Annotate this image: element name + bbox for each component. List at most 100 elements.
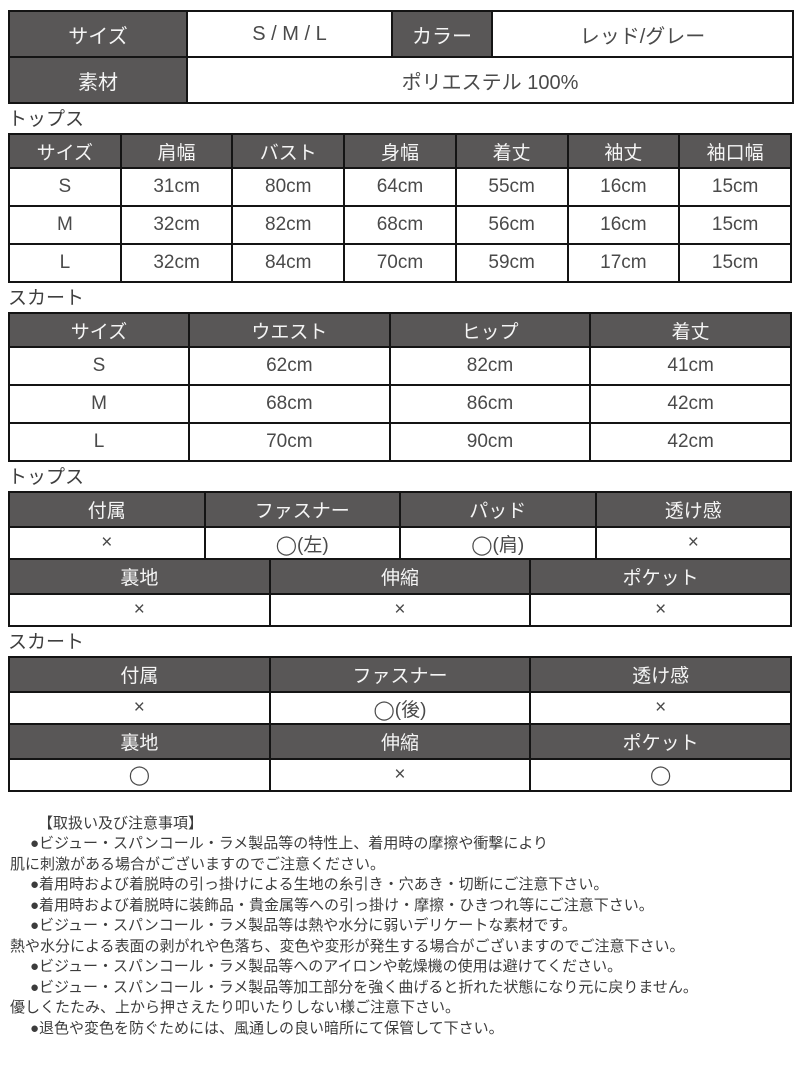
spec-value-row: ◯ × ◯	[8, 758, 792, 792]
care-note-line: ●ビジュー・スパンコール・ラメ製品等加工部分を強く曲げると折れた状態になり元に戻…	[30, 978, 698, 996]
measurement-cell: 84cm	[231, 243, 346, 283]
spec-header-row: 裏地 伸縮 ポケット	[8, 558, 792, 595]
column-header: 着丈	[589, 312, 792, 348]
spec-header: ファスナー	[203, 491, 401, 528]
spec-header-row: 裏地 伸縮 ポケット	[8, 723, 792, 760]
spec-header: 裏地	[8, 723, 271, 760]
size-cell: M	[8, 205, 122, 245]
info-color-label: カラー	[391, 10, 493, 58]
spec-value: ×	[8, 593, 271, 627]
measurement-cell: 82cm	[231, 205, 346, 245]
info-size-label: サイズ	[8, 10, 188, 58]
care-note-line: 優しくたたみ、上から押さえたり叩いたりしない様ご注意下さい。	[10, 999, 461, 1016]
spec-header: 透け感	[594, 491, 792, 528]
column-header: 身幅	[343, 133, 457, 169]
spec-detail-table: 裏地 伸縮 ポケット × × ×	[8, 558, 792, 627]
spec-header: 伸縮	[268, 558, 532, 595]
care-note-line: ●着用時および着脱時に装飾品・貴金属等への引っ掛け・摩擦・ひきつれ等にご注意下さ…	[30, 896, 654, 914]
info-color-value: レッド/グレー	[491, 10, 794, 58]
measurement-cell: 16cm	[566, 205, 681, 245]
measurement-cell: 41cm	[589, 346, 792, 386]
spec-value-row: × ◯(左) ◯(肩) ×	[8, 526, 792, 560]
spec-value: ×	[268, 593, 532, 627]
tops-details-section-label: トップス	[8, 467, 85, 488]
size-table-header-row: サイズ 肩幅 バスト 身幅 着丈 袖丈 袖口幅	[8, 133, 792, 169]
size-row: S 62cm 82cm 41cm	[8, 346, 792, 386]
skirt-size-section-label: スカート	[8, 288, 85, 309]
measurement-cell: 15cm	[678, 167, 792, 207]
measurement-cell: 80cm	[231, 167, 346, 207]
spec-header: ポケット	[529, 723, 792, 760]
measurement-cell: 42cm	[589, 422, 792, 462]
size-table-header-row: サイズ ウエスト ヒップ 着丈	[8, 312, 792, 348]
spec-header: 透け感	[529, 656, 792, 693]
spec-header: ポケット	[529, 558, 792, 595]
size-row: L 70cm 90cm 42cm	[8, 422, 792, 462]
tops-details-tables: 付属 ファスナー パッド 透け感 × ◯(左) ◯(肩) × 裏地 伸縮 ポケット × × ×	[8, 491, 792, 627]
spec-value: ◯(後)	[268, 691, 532, 725]
measurement-cell: 90cm	[388, 422, 592, 462]
column-header: サイズ	[8, 133, 122, 169]
measurement-cell: 15cm	[678, 205, 792, 245]
spec-detail-table: 付属 ファスナー 透け感 × ◯(後) ×	[8, 656, 792, 725]
column-header: 着丈	[454, 133, 569, 169]
tops-size-section-label: トップス	[8, 109, 85, 130]
spec-value: ×	[268, 758, 532, 792]
size-row: L 32cm 84cm 70cm 59cm 17cm 15cm	[8, 243, 792, 283]
spec-header: 付属	[8, 491, 206, 528]
skirt-details-section-label: スカート	[8, 632, 85, 653]
spec-value: ◯	[529, 758, 792, 792]
column-header: ウエスト	[188, 312, 391, 348]
care-note-line: 熱や水分による表面の剥がれや色落ち、変色や変形が発生する場合がございますのでご注…	[10, 937, 685, 955]
spec-value-row: × ◯(後) ×	[8, 691, 792, 725]
measurement-cell: 70cm	[343, 243, 457, 283]
spec-value: ◯(肩)	[399, 526, 597, 560]
measurement-cell: 86cm	[388, 384, 592, 424]
spec-header-row: 付属 ファスナー 透け感	[8, 656, 792, 693]
size-cell: L	[8, 422, 190, 462]
spec-value: ◯	[8, 758, 271, 792]
size-cell: L	[8, 243, 122, 283]
care-notes-heading: 【取扱い及び注意事項】	[38, 815, 204, 832]
column-header: ヒップ	[388, 312, 592, 348]
measurement-cell: 31cm	[119, 167, 234, 207]
care-note-line: ●ビジュー・スパンコール・ラメ製品等の特性上、着用時の摩擦や衝撃により	[30, 835, 549, 852]
measurement-cell: 32cm	[119, 205, 234, 245]
column-header: 肩幅	[119, 133, 234, 169]
spec-detail-table: 裏地 伸縮 ポケット ◯ × ◯	[8, 723, 792, 792]
info-size-value: S / M / L	[186, 10, 393, 58]
spec-value: ×	[8, 691, 271, 725]
column-header: サイズ	[8, 312, 190, 348]
measurement-cell: 56cm	[454, 205, 569, 245]
measurement-cell: 55cm	[454, 167, 569, 207]
info-material-label: 素材	[8, 56, 188, 104]
spec-value: ◯(左)	[203, 526, 401, 560]
size-cell: S	[8, 167, 122, 207]
spec-value: ×	[8, 526, 206, 560]
measurement-cell: 16cm	[566, 167, 681, 207]
skirt-details-tables: 付属 ファスナー 透け感 × ◯(後) × 裏地 伸縮 ポケット ◯ × ◯	[8, 656, 792, 792]
care-note-line: ●着用時および着脱時の引っ掛けによる生地の糸引き・穴あき・切断にご注意下さい。	[30, 876, 609, 893]
care-notes-lines: ●ビジュー・スパンコール・ラメ製品等の特性上、着用時の摩擦や衝撃により 肌に刺激が…	[8, 834, 792, 1039]
spec-detail-table: 付属 ファスナー パッド 透け感 × ◯(左) ◯(肩) ×	[8, 491, 792, 560]
care-note-line: ●ビジュー・スパンコール・ラメ製品等は熱や水分に弱いデリケートな素材です。	[30, 917, 577, 934]
size-cell: M	[8, 384, 190, 424]
measurement-cell: 64cm	[343, 167, 457, 207]
skirt-size-table: サイズ ウエスト ヒップ 着丈 S 62cm 82cm 41cm M 68cm 86cm 42cm L 7…	[8, 312, 792, 462]
measurement-cell: 59cm	[454, 243, 569, 283]
product-info-table: サイズ S / M / L カラー レッド/グレー 素材 ポリエステル 100%	[8, 10, 794, 104]
size-row: M 32cm 82cm 68cm 56cm 16cm 15cm	[8, 205, 792, 245]
spec-header-row: 付属 ファスナー パッド 透け感	[8, 491, 792, 528]
column-header: バスト	[231, 133, 346, 169]
measurement-cell: 70cm	[188, 422, 391, 462]
spec-header: ファスナー	[268, 656, 532, 693]
measurement-cell: 42cm	[589, 384, 792, 424]
measurement-cell: 32cm	[119, 243, 234, 283]
spec-header: パッド	[399, 491, 597, 528]
info-row-material: 素材 ポリエステル 100%	[8, 56, 794, 104]
tops-size-table: サイズ 肩幅 バスト 身幅 着丈 袖丈 袖口幅 S 31cm 80cm 64cm 55cm 16cm 15…	[8, 133, 792, 283]
spec-value-row: × × ×	[8, 593, 792, 627]
spec-value: ×	[529, 593, 792, 627]
care-note-line: ●ビジュー・スパンコール・ラメ製品等へのアイロンや乾燥機の使用は避けてください。	[30, 958, 623, 975]
